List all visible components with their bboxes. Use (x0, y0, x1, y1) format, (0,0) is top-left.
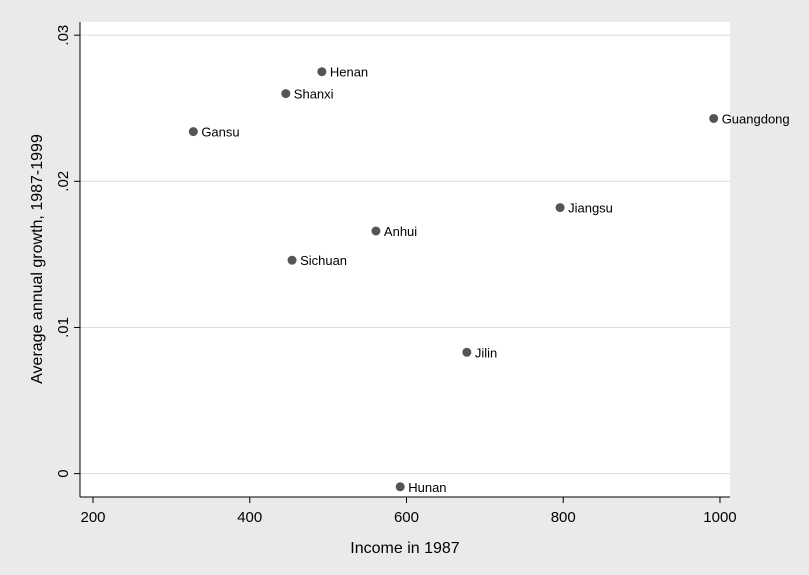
plot-area (80, 22, 730, 497)
point-label: Jiangsu (568, 201, 613, 216)
point-label: Hunan (408, 480, 446, 495)
point-label: Jilin (475, 345, 497, 360)
x-axis-title: Income in 1987 (350, 540, 460, 557)
point (287, 255, 297, 265)
y-axis-title: Average annual growth, 1987-1999 (29, 134, 46, 384)
point (281, 89, 291, 99)
point-label: Guangdong (722, 111, 790, 126)
point-label: Gansu (201, 125, 239, 140)
y-tick-label: .02 (55, 171, 72, 192)
y-tick-label: .01 (55, 317, 72, 338)
point-label: Shanxi (294, 87, 334, 102)
point (462, 347, 472, 357)
point (709, 113, 719, 123)
y-tick-label: .03 (55, 25, 72, 46)
point (555, 203, 565, 213)
x-tick-label: 200 (80, 509, 105, 526)
point-label: Sichuan (300, 253, 347, 268)
x-tick-label: 800 (551, 509, 576, 526)
point (395, 482, 405, 492)
point-label: Henan (330, 65, 368, 80)
x-tick-label: 1000 (703, 509, 736, 526)
y-tick-label: 0 (55, 469, 72, 477)
x-tick-label: 400 (237, 509, 262, 526)
point (371, 226, 381, 236)
point-label: Anhui (384, 224, 417, 239)
x-tick-label: 600 (394, 509, 419, 526)
point (317, 67, 327, 77)
point (188, 127, 198, 137)
